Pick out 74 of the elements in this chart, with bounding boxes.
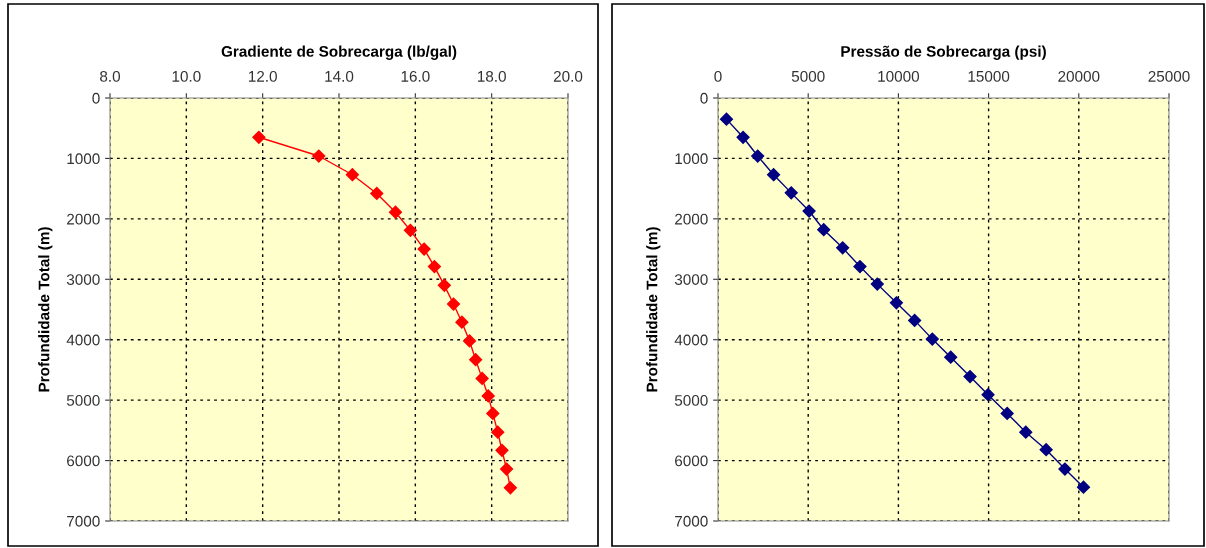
point: [403, 223, 417, 237]
y-tick-label: 7000: [675, 515, 708, 527]
point: [495, 443, 509, 457]
x-tick-label: 5000: [791, 70, 825, 82]
point: [889, 296, 904, 310]
x-tick-label: 18.0: [477, 70, 506, 82]
point: [481, 389, 495, 403]
point: [870, 277, 884, 291]
x-tick-label: 0: [714, 70, 722, 82]
y-axis-title: Profundidade Total (m): [38, 227, 53, 392]
point: [981, 388, 995, 402]
x-axis-title: Pressão de Sobrecarga (psi): [841, 45, 1046, 60]
x-tick-label: 20000: [1058, 70, 1100, 82]
point: [925, 332, 939, 346]
point: [836, 241, 850, 255]
y-tick-label: 7000: [67, 515, 100, 527]
point: [853, 260, 867, 274]
point: [491, 425, 505, 439]
point: [784, 186, 798, 200]
x-tick-label: 8.0: [100, 70, 121, 82]
point: [345, 168, 359, 182]
x-tick-label: 14.0: [325, 70, 354, 82]
point: [1076, 480, 1091, 494]
point: [736, 130, 750, 144]
point: [469, 353, 483, 367]
x-tick-label: 10.0: [172, 70, 201, 82]
point: [437, 278, 451, 292]
point: [455, 315, 469, 329]
point: [388, 205, 403, 219]
point: [370, 186, 384, 201]
y-tick-label: 2000: [675, 213, 708, 225]
point: [751, 149, 765, 163]
point: [417, 242, 431, 256]
y-tick-label: 5000: [66, 395, 100, 406]
point: [944, 350, 958, 364]
x-tick-label: 12.0: [248, 70, 277, 82]
point: [963, 369, 977, 384]
y-tick-label: 1000: [675, 153, 708, 165]
y-tick-label: 5000: [674, 395, 708, 406]
point: [499, 462, 514, 476]
y-tick-label: 3000: [674, 274, 708, 285]
x-tick-label: 20.0: [553, 70, 583, 82]
y-tick-label: 4000: [66, 334, 100, 346]
point: [446, 297, 461, 311]
y-tick-label: 6000: [675, 455, 708, 467]
y-tick-label: 4000: [674, 334, 708, 346]
y-tick-label: 1000: [67, 153, 100, 165]
x-axis-title: Gradiente de Sobrecarga (lb/gal): [221, 45, 457, 60]
point: [1058, 462, 1072, 476]
y-tick-label: 2000: [67, 213, 100, 225]
y-tick-label: 0: [700, 92, 708, 104]
point: [1000, 406, 1014, 421]
point: [503, 481, 517, 495]
y-tick-label: 0: [92, 92, 100, 104]
point: [802, 204, 816, 218]
point: [462, 334, 477, 348]
x-tick-label: 16.0: [401, 70, 430, 82]
point: [427, 260, 442, 274]
y-tick-label: 3000: [66, 274, 100, 285]
point: [766, 168, 781, 182]
point: [817, 223, 831, 237]
y-axis-title: Profundidade Total (m): [646, 227, 661, 392]
point: [908, 313, 922, 327]
x-tick-label: 10000: [878, 70, 920, 82]
y-tick-label: 6000: [67, 455, 100, 467]
point: [312, 149, 326, 163]
x-tick-label: 25000: [1148, 70, 1190, 82]
point: [252, 130, 266, 144]
point: [719, 112, 734, 126]
point: [486, 406, 500, 421]
point: [1039, 443, 1053, 457]
point: [1019, 425, 1033, 439]
point: [475, 371, 489, 385]
x-tick-label: 15000: [968, 70, 1010, 82]
